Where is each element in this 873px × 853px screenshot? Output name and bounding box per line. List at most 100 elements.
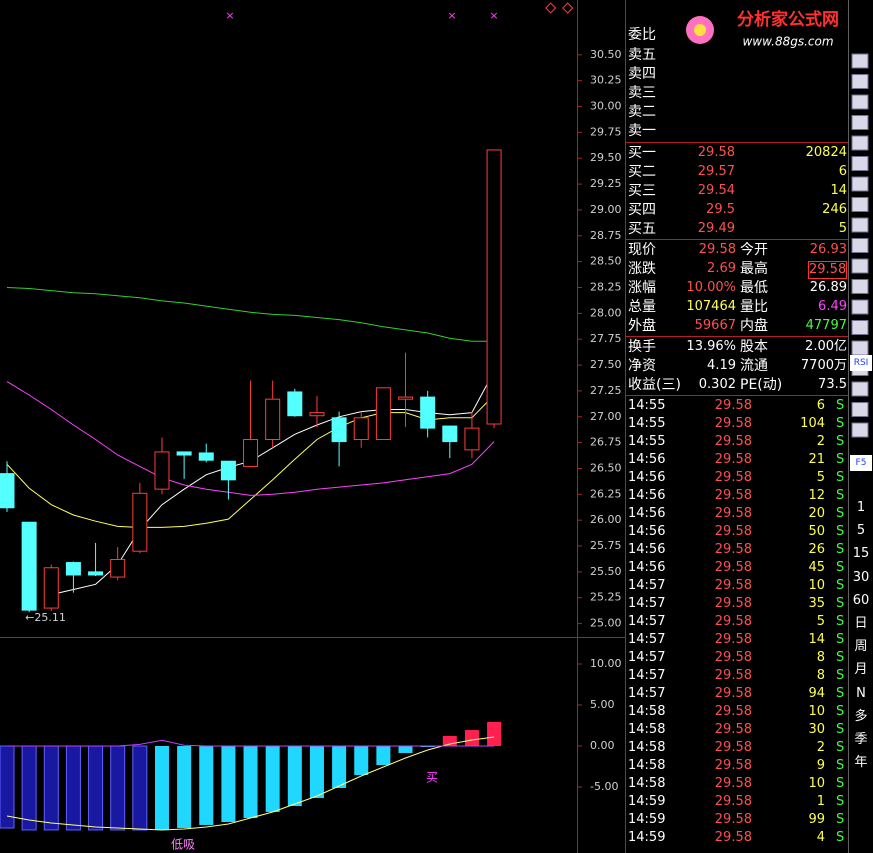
- marker: [545, 2, 557, 14]
- ask-label: 卖三: [628, 85, 656, 101]
- trade-volume: 5: [816, 614, 825, 629]
- trade-price: 29.58: [714, 614, 752, 629]
- histogram-bar: [265, 746, 280, 813]
- trade-side: S: [836, 506, 845, 521]
- stat-value: 73.5: [818, 377, 847, 392]
- trade-volume: 10: [808, 776, 825, 791]
- marker: [562, 2, 574, 14]
- trade-side: S: [836, 614, 845, 629]
- period-button[interactable]: 30: [852, 569, 870, 585]
- histogram-bar: [110, 745, 126, 831]
- candle-body: [0, 473, 15, 509]
- candle-body: [464, 427, 480, 451]
- y-tick-label: 29.25: [590, 177, 622, 190]
- trade-time: 14:59: [628, 812, 666, 827]
- y-tick-label: 27.00: [590, 410, 622, 423]
- trade-price: 29.58: [714, 776, 752, 791]
- candle-body: [331, 417, 347, 443]
- candle-body: [176, 451, 192, 456]
- candle-body: [154, 451, 170, 490]
- trade-side: S: [836, 668, 845, 683]
- trade-side: S: [836, 740, 845, 755]
- period-button[interactable]: 周: [854, 639, 868, 655]
- period-button[interactable]: 季: [854, 732, 868, 747]
- stat-value: 7700万: [800, 358, 847, 373]
- logo-url: www.88gs.com: [742, 35, 833, 49]
- stat-label: 最低: [740, 280, 768, 296]
- trade-volume: 6: [816, 398, 825, 413]
- bid-volume: 5: [838, 221, 847, 236]
- period-button[interactable]: 60: [852, 592, 870, 608]
- trade-side: S: [836, 650, 845, 665]
- trade-side: S: [836, 686, 845, 701]
- trade-volume: 12: [808, 488, 825, 503]
- stat-value: 26.89: [809, 280, 847, 295]
- trade-time: 14:58: [628, 776, 666, 791]
- stat-value: 29.58: [808, 261, 847, 279]
- bid-price: 29.58: [697, 145, 735, 160]
- ask-label: 卖一: [628, 123, 656, 139]
- y-tick-label: 25.25: [590, 591, 622, 604]
- period-button[interactable]: 15: [852, 546, 870, 562]
- trade-volume: 20: [808, 506, 825, 521]
- signal-label: 低吸: [171, 838, 195, 852]
- bid-label: 买一: [628, 145, 656, 161]
- y-tick-label: 28.25: [590, 280, 622, 293]
- histogram-bar: [243, 746, 258, 818]
- marker: ×: [489, 9, 498, 22]
- trade-price: 29.58: [714, 470, 752, 485]
- stat-value: 6.49: [818, 299, 847, 314]
- trade-volume: 10: [808, 578, 825, 593]
- trade-time: 14:57: [628, 668, 666, 683]
- period-button[interactable]: 年: [854, 755, 868, 771]
- stat-label: 现价: [628, 242, 656, 258]
- trade-price: 29.58: [714, 542, 752, 557]
- period-button[interactable]: 月: [854, 662, 868, 678]
- trade-volume: 1: [816, 794, 825, 809]
- toolbar-icon: [851, 53, 869, 69]
- trade-price: 29.58: [714, 506, 752, 521]
- trade-volume: 5: [816, 470, 825, 485]
- trade-volume: 2: [816, 740, 825, 755]
- indicator-line: [6, 394, 495, 528]
- trade-price: 29.58: [714, 416, 752, 431]
- candle-body: [43, 567, 59, 609]
- trade-volume: 45: [808, 560, 825, 575]
- trade-time: 14:56: [628, 452, 666, 467]
- trade-side: S: [836, 830, 845, 845]
- stat-label: 流通: [740, 358, 768, 374]
- toolbar-icon: [851, 422, 869, 438]
- stat-value: 10.00%: [686, 280, 736, 295]
- toolbar-icon: [851, 74, 869, 89]
- toolbar-icon: [851, 238, 869, 253]
- trade-side: S: [836, 452, 845, 467]
- candle-body: [486, 149, 502, 425]
- y-tick-label: 30.25: [590, 74, 622, 87]
- y-tick-label: 29.50: [590, 151, 622, 164]
- trade-price: 29.58: [714, 794, 752, 809]
- label: 委比: [628, 27, 656, 43]
- histogram-bar: [487, 721, 502, 747]
- trade-side: S: [836, 758, 845, 773]
- toolbar-icon: [851, 320, 869, 335]
- period-button[interactable]: 1: [856, 500, 866, 515]
- period-button[interactable]: N: [856, 685, 866, 701]
- period-button[interactable]: 日: [854, 616, 868, 631]
- y-tick-label: 27.25: [590, 384, 622, 397]
- bid-label: 买三: [628, 183, 656, 199]
- indicator-line: [6, 736, 495, 831]
- trade-volume: 94: [808, 686, 825, 701]
- period-button[interactable]: 5: [856, 523, 866, 539]
- bid-price: 29.57: [697, 164, 735, 179]
- trade-price: 29.58: [714, 488, 752, 503]
- histogram-bar: [21, 745, 37, 831]
- period-button[interactable]: 多: [854, 708, 868, 724]
- y-tick-label: 26.00: [590, 513, 622, 526]
- stat-label: 量比: [740, 299, 768, 315]
- trade-time: 14:56: [628, 524, 666, 539]
- trade-volume: 104: [800, 416, 825, 431]
- trade-side: S: [836, 416, 845, 431]
- trade-side: S: [836, 578, 845, 593]
- trade-side: S: [836, 704, 845, 719]
